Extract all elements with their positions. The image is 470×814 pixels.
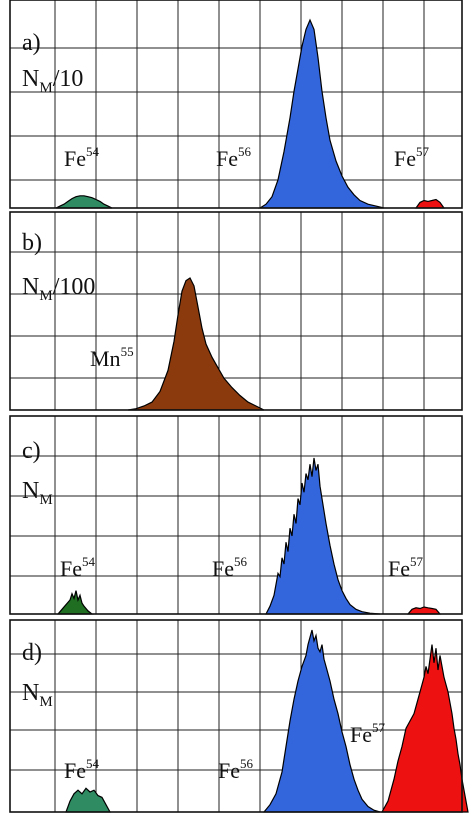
peak-label-mn55: Mn55 [90,344,134,371]
y-axis-label: NM/100 [22,274,95,304]
y-label-sub: M [39,492,52,508]
panel-frame [9,211,463,411]
y-label-sub: M [39,694,52,710]
y-label-main: N [22,66,39,92]
peak-label-fe54: Fe54 [60,554,96,581]
y-axis-label: NM [22,478,53,508]
peak-fe54 [55,195,113,209]
peak-fe57 [380,644,469,813]
peak-label-fe54: Fe54 [64,144,100,171]
panel-letter: b) [22,230,42,256]
peak-label-fe54: Fe54 [64,756,100,783]
peak-label-fe57: Fe57 [350,720,386,747]
panel-letter: a) [22,30,41,56]
y-label-main: N [22,274,39,300]
panel-d: d) NM Fe54 Fe56 Fe57 [9,619,469,813]
panel-grid [10,0,462,208]
panel-letter: d) [22,640,42,666]
peak-fe57 [406,606,442,615]
peak-fe56 [265,457,381,615]
peak-label-fe57: Fe57 [388,554,424,581]
y-label-suffix: /10 [53,66,84,92]
panel-letter: c) [22,438,41,464]
peak-mn55 [127,277,265,411]
peak-fe56 [257,18,385,209]
peak-fe54 [65,787,112,813]
peak-fe57 [414,198,446,209]
panel-frame [9,619,463,813]
y-label-sub: M [39,288,52,304]
panel-b: b) NM/100 Mn55 [9,211,463,411]
peak-fe54 [56,590,94,615]
y-axis-label: NM/10 [22,66,83,96]
panel-frame [9,415,463,615]
panel-a: a) NM/10 Fe54 Fe56 Fe57 [9,0,463,209]
peak-fe56 [262,629,381,813]
y-label-suffix: /100 [53,274,96,300]
y-label-sub: M [39,80,52,96]
panel-frame [9,0,463,209]
y-label-main: N [22,478,39,504]
panel-c: c) NM Fe54 Fe56 Fe57 [9,415,463,615]
y-label-main: N [22,680,39,706]
peak-label-fe56: Fe56 [212,554,248,581]
y-axis-label: NM [22,680,53,710]
panel-grid [10,212,462,410]
peak-label-fe57: Fe57 [394,144,430,171]
peak-label-fe56: Fe56 [218,756,254,783]
panel-grid [10,416,462,614]
peak-label-fe56: Fe56 [216,144,252,171]
